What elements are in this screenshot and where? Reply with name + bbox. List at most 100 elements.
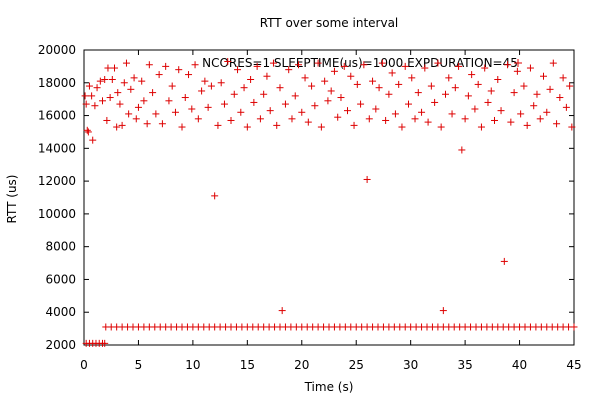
y-tick-label-8: 18000 [38,76,76,90]
point-0-31 [145,61,153,69]
point-0-25 [130,74,138,82]
point-0-133 [474,80,482,88]
point-0-68 [266,107,274,115]
point-0-72 [278,307,286,315]
point-0-160 [562,103,570,111]
point-0-92 [344,107,352,115]
point-0-76 [291,92,299,100]
point-0-120 [434,59,442,67]
point-0-66 [260,90,268,98]
point-0-131 [468,71,476,79]
chart-title: RTT over some interval [260,16,399,30]
point-0-148 [523,121,531,129]
point-0-108 [395,80,403,88]
point-0-38 [168,82,176,90]
point-0-122 [439,307,447,315]
point-0-67 [263,72,271,80]
point-0-36 [162,62,170,70]
point-0-94 [350,121,358,129]
point-0-106 [388,69,396,77]
y-tick-label-7: 16000 [38,109,76,123]
point-0-117 [424,118,432,126]
point-0-110 [401,62,409,70]
y-tick-label-5: 12000 [38,174,76,188]
point-0-115 [418,108,426,116]
point-0-65 [256,115,264,123]
point-0-86 [324,97,332,105]
point-0-3 [84,128,92,136]
point-0-13 [104,64,112,72]
point-0-23 [125,110,133,118]
point-0-34 [155,71,163,79]
point-0-156 [549,59,557,67]
point-0-58 [234,66,242,74]
point-0-14 [106,94,114,102]
point-0-155 [546,85,554,93]
point-0-100 [369,77,377,85]
point-0-52 [214,121,222,129]
point-0-97 [360,61,368,69]
point-0-18 [114,89,122,97]
point-0-146 [517,110,525,118]
point-0-19 [116,100,124,108]
point-0-64 [253,62,261,70]
point-0-54 [220,100,228,108]
point-0-80 [304,118,312,126]
point-0-27 [134,103,142,111]
point-0-28 [138,77,146,85]
point-0-45 [191,61,199,69]
point-0-22 [122,59,130,67]
point-0-109 [398,123,406,131]
legend-label: NCORES=1 SLEEPTIME(us)=1000 EXPDURATION=… [202,56,518,70]
point-0-43 [185,71,193,79]
point-0-103 [378,59,386,67]
point-0-44 [188,105,196,113]
point-0-135 [481,64,489,72]
y-axis-label: RTT (us) [5,175,19,224]
x-ticks: 0 5 10 15 20 25 30 35 40 45 [80,50,582,372]
point-0-113 [411,115,419,123]
point-0-42 [181,94,189,102]
point-0-150 [530,102,538,110]
point-0-81 [308,82,316,90]
point-0-256 [570,323,578,331]
x-tick-label-3: 15 [240,358,255,372]
point-0-17 [113,123,121,131]
point-0-129 [461,115,469,123]
point-0-24 [127,85,135,93]
point-0-87 [327,87,335,95]
point-0-1 [82,100,90,108]
point-0-21 [120,79,128,87]
point-0-95 [353,80,361,88]
point-0-46 [194,115,202,123]
point-0-123 [442,90,450,98]
point-0-138 [491,116,499,124]
x-tick-label-5: 25 [349,358,364,372]
point-0-75 [288,115,296,123]
x-tick-label-0: 0 [80,358,88,372]
point-0-161 [566,82,574,90]
point-0-57 [230,90,238,98]
point-0-121 [437,123,445,131]
x-tick-label-1: 5 [135,358,143,372]
point-0-152 [536,115,544,123]
point-0-162 [568,123,576,131]
point-0-70 [273,121,281,129]
point-0-154 [543,108,551,116]
point-0-99 [365,115,373,123]
point-0-49 [204,103,212,111]
point-0-151 [533,90,541,98]
point-0-77 [295,61,303,69]
point-0-114 [414,89,422,97]
point-0-157 [553,120,561,128]
point-0-47 [198,87,206,95]
point-0-140 [497,107,505,115]
point-0-41 [178,123,186,131]
point-0-50 [207,82,215,90]
x-tick-label-7: 35 [457,358,472,372]
point-0-53 [217,79,225,87]
point-0-139 [494,76,502,83]
y-tick-label-0: 2000 [45,338,76,352]
